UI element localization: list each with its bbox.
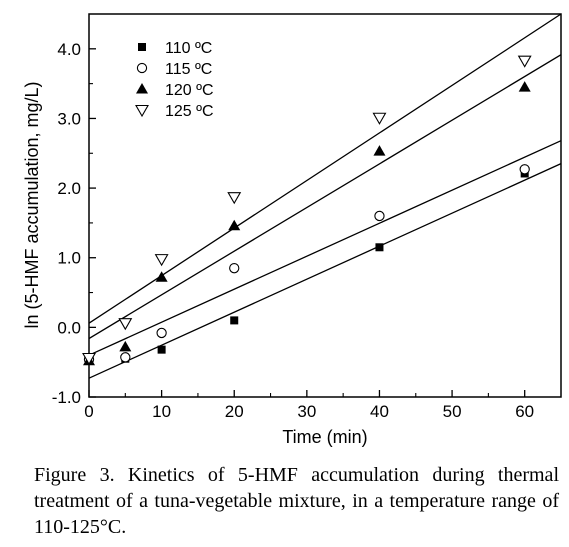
y-tick-label: 3.0 (57, 109, 81, 128)
fit-line (89, 14, 561, 324)
y-tick-label: 4.0 (57, 40, 81, 59)
y-tick-label: -1.0 (52, 388, 81, 407)
data-point (119, 340, 132, 352)
legend-marker (136, 62, 148, 74)
legend: 110 ºC 115 ºC 120 ºC 125 ºC (135, 40, 214, 120)
data-points (82, 55, 532, 366)
x-tick-label: 20 (225, 402, 244, 421)
data-point (227, 192, 242, 205)
data-point (82, 352, 96, 366)
legend-label: 120 ºC (165, 82, 214, 99)
legend-label: 110 ºC (165, 40, 212, 57)
data-point (157, 345, 166, 354)
data-point (154, 254, 169, 267)
chart: 0 10 20 30 40 50 60-1.00.01.02.03.04.0 110 ºC1… (22, 13, 562, 447)
data-point (373, 145, 386, 156)
x-tick-label: 60 (515, 402, 534, 421)
axis-ticks: 0 10 20 30 40 50 60 -1.0 0.0 1.0 2.0 3.0 4.0 (52, 40, 534, 421)
y-tick-label: 1.0 (57, 249, 81, 268)
data-point (228, 219, 241, 231)
x-tick-label: 50 (443, 402, 462, 421)
legend-label: 125 ºC (165, 103, 214, 120)
data-point (229, 263, 240, 274)
data-point (519, 164, 530, 175)
x-tick-label: 40 (370, 402, 389, 421)
data-point (374, 210, 385, 222)
legend-marker (136, 83, 148, 94)
data-point (120, 352, 131, 363)
figure-caption: Figure 3. Kinetics of 5-HMF accumulation… (34, 464, 559, 538)
plot-frame (88, 13, 562, 398)
data-point (230, 316, 239, 325)
x-tick-label: 0 (84, 402, 93, 421)
fit-line (89, 163, 561, 379)
legend-label: 115 ºC (165, 61, 212, 78)
x-axis-label: Time (min) (282, 427, 367, 447)
data-point (372, 112, 387, 125)
y-tick-label: 0.0 (57, 318, 81, 337)
data-point (518, 81, 531, 92)
legend-marker (138, 43, 146, 51)
data-point (156, 327, 167, 339)
fit-lines (89, 14, 561, 379)
y-axis-label: ln (5-HMF accumulation, mg/L) (22, 81, 42, 328)
data-point (118, 318, 133, 331)
data-point (517, 55, 532, 68)
x-tick-label: 30 (297, 402, 316, 421)
data-point (375, 243, 384, 252)
fit-line (89, 54, 561, 340)
fit-line (89, 140, 561, 356)
data-point (155, 271, 168, 282)
legend-marker (135, 104, 149, 118)
x-tick-label: 10 (152, 402, 171, 421)
y-tick-label: 2.0 (57, 179, 81, 198)
